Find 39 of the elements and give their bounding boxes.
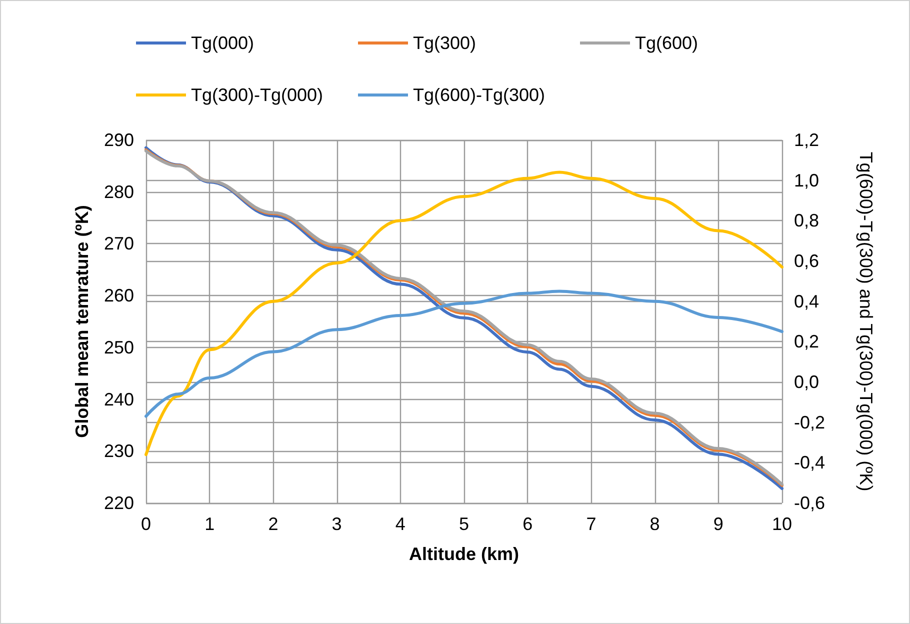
x-tick-label: 9	[713, 514, 724, 534]
y-tick-label: 220	[104, 493, 134, 513]
legend-label: Tg(600)	[635, 33, 698, 53]
x-tick-label: 10	[772, 514, 792, 534]
y2-tick-label: 0,2	[794, 332, 820, 352]
y-tick-label: 260	[104, 286, 134, 306]
x-tick-label: 2	[268, 514, 278, 534]
y-axis-title: Global mean temrature (ºK)	[72, 205, 92, 438]
x-tick-label: 5	[458, 514, 470, 534]
y2-tick-label: 0,6	[794, 251, 820, 271]
y2-tick-label: 0,8	[794, 210, 820, 231]
x-tick-label: 0	[140, 514, 152, 534]
y2-tick-label: 1,2	[794, 130, 820, 150]
line-series	[144, 170, 784, 456]
x-axis-title: Altitude (km)	[409, 544, 519, 564]
legend-label: Tg(000)	[191, 33, 254, 53]
x-tick-label: 8	[650, 514, 660, 534]
legend-label: Tg(300)	[413, 33, 476, 53]
legend-label: Tg(600)-Tg(300)	[413, 85, 546, 105]
legend-label: Tg(300)-Tg(000)	[191, 85, 324, 105]
y2-tick-label: 0,0	[794, 372, 820, 392]
x-tick-label: 4	[395, 514, 406, 534]
x-tick-label: 7	[586, 514, 596, 534]
y2-tick-label: -0,2	[794, 412, 826, 432]
y2-tick-label: -0,4	[794, 452, 826, 473]
y-tick-label: 270	[104, 234, 134, 254]
line-series	[144, 290, 784, 418]
x-tick-label: 6	[522, 514, 533, 534]
y-tick-label: 240	[104, 389, 134, 410]
x-tick-label: 3	[332, 514, 342, 534]
y2-tick-label: 0,4	[794, 291, 820, 312]
x-tick-label: 1	[204, 514, 215, 534]
y2-tick-label: -0,6	[794, 493, 826, 513]
y-tick-label: 230	[104, 441, 134, 462]
y2-tick-label: 1,0	[794, 170, 820, 190]
y-tick-label: 290	[104, 130, 134, 150]
y2-axis-title: Tg(600)-Tg(300) and Tg(300)-Tg(000) (ºK)	[856, 152, 876, 492]
y-tick-label: 250	[104, 337, 134, 358]
y-tick-label: 280	[104, 182, 134, 202]
